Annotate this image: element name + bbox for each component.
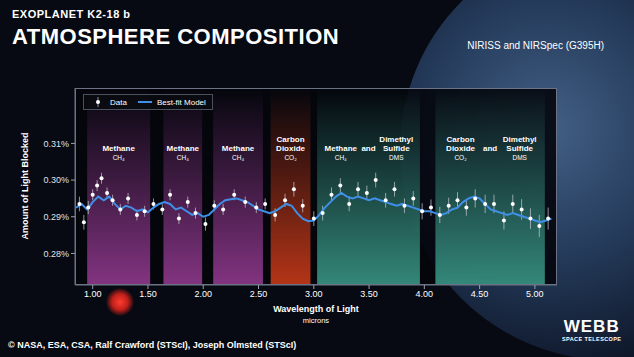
svg-text:CO₂: CO₂: [454, 154, 467, 161]
html-text:Wavelength of Light: Wavelength of Light: [273, 304, 359, 314]
svg-text:1.00: 1.00: [84, 289, 102, 299]
html-text:EXOPLANET K2-18 b: EXOPLANET K2-18 b: [12, 8, 131, 20]
svg-text:Methane: Methane: [222, 144, 255, 153]
svg-text:2.00: 2.00: [194, 289, 212, 299]
svg-text:3.50: 3.50: [360, 289, 378, 299]
svg-text:and: and: [483, 144, 497, 153]
svg-text:2.50: 2.50: [250, 289, 268, 299]
html-text:Data: Data: [110, 97, 127, 107]
svg-text:Methane: Methane: [167, 144, 200, 153]
svg-text:0.28%: 0.28%: [43, 249, 69, 259]
svg-text:5.00: 5.00: [526, 289, 544, 299]
svg-text:Sulfide: Sulfide: [383, 144, 410, 153]
html-text:microns: microns: [302, 316, 330, 325]
svg-text:1.50: 1.50: [139, 289, 157, 299]
svg-text:Sulfide: Sulfide: [506, 144, 533, 153]
svg-text:CH₄: CH₄: [177, 154, 189, 161]
svg-text:0.31%: 0.31%: [43, 139, 69, 149]
html-text:ATMOSPHERE COMPOSITION: ATMOSPHERE COMPOSITION: [12, 24, 340, 49]
svg-text:Dimethyl: Dimethyl: [503, 135, 537, 144]
svg-text:CH₄: CH₄: [232, 154, 244, 161]
svg-text:Dioxide: Dioxide: [446, 144, 475, 153]
html-text:NIRISS and NIRSpec (G395H): NIRISS and NIRSpec (G395H): [467, 40, 604, 51]
svg-text:0.30%: 0.30%: [43, 175, 69, 185]
svg-text:4.00: 4.00: [416, 289, 434, 299]
svg-text:DMS: DMS: [389, 154, 404, 161]
svg-text:CO₂: CO₂: [284, 154, 297, 161]
svg-text:Carbon: Carbon: [447, 135, 475, 144]
svg-text:and: and: [361, 144, 375, 153]
html-text:SPACE TELESCOPE: SPACE TELESCOPE: [562, 336, 622, 342]
svg-text:0.29%: 0.29%: [43, 212, 69, 222]
html-text:Best-fit Model: Best-fit Model: [156, 97, 206, 107]
svg-text:Methane: Methane: [325, 144, 358, 153]
svg-text:Carbon: Carbon: [277, 135, 305, 144]
html-text:© NASA, ESA, CSA, Ralf Crawfor: © NASA, ESA, CSA, Ralf Crawford (STScI),…: [8, 340, 297, 350]
svg-text:4.50: 4.50: [471, 289, 489, 299]
svg-text:CH₄: CH₄: [113, 154, 125, 161]
svg-text:Dioxide: Dioxide: [276, 144, 305, 153]
html-text:Amount of Light Blocked: Amount of Light Blocked: [20, 132, 30, 239]
svg-text:Dimethyl: Dimethyl: [379, 135, 413, 144]
svg-text:CH₄: CH₄: [335, 154, 347, 161]
html-text:WEBB: WEBB: [563, 317, 620, 336]
svg-text:DMS: DMS: [512, 154, 527, 161]
svg-text:Methane: Methane: [102, 144, 135, 153]
svg-text:3.00: 3.00: [305, 289, 323, 299]
